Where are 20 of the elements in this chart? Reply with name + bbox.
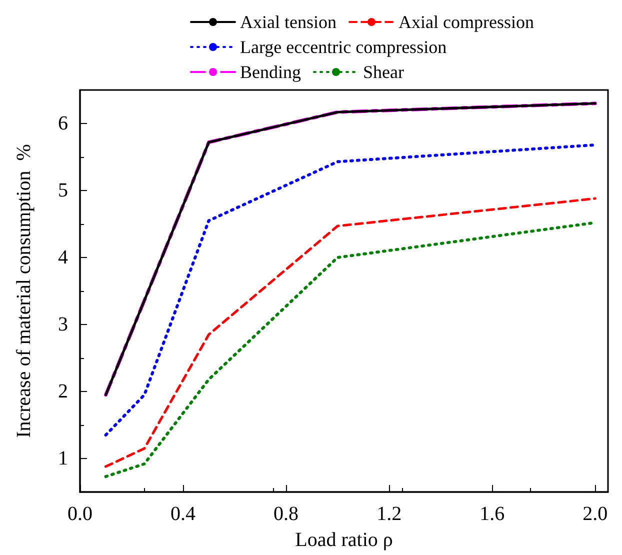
y-tick-label: 3 (58, 314, 68, 336)
x-tick-label: 2.0 (582, 503, 608, 525)
legend-label: Shear (362, 62, 404, 82)
x-tick-label: 1.6 (480, 503, 505, 525)
y-tick-label: 6 (58, 112, 68, 134)
y-tick-label: 5 (58, 180, 68, 202)
x-tick-label: 1.2 (376, 503, 402, 525)
line-series (104, 143, 597, 437)
y-tick-label: 4 (58, 246, 68, 268)
x-axis-title: Load ratio ρ (295, 529, 393, 551)
legend-label: Large eccentric compression (240, 37, 447, 57)
x-tick-label: 0.0 (68, 503, 92, 525)
x-tick-label: 0.8 (274, 503, 299, 525)
y-axis-title: Increase of material consumption % (13, 144, 35, 438)
legend-label: Axial tension (240, 12, 336, 32)
y-tick-label: 2 (58, 380, 68, 402)
x-tick-label: 0.4 (170, 503, 196, 525)
legend-label: Axial compression (398, 12, 534, 32)
y-tick-label: 1 (58, 448, 68, 470)
legend-label: Bending (240, 62, 301, 82)
